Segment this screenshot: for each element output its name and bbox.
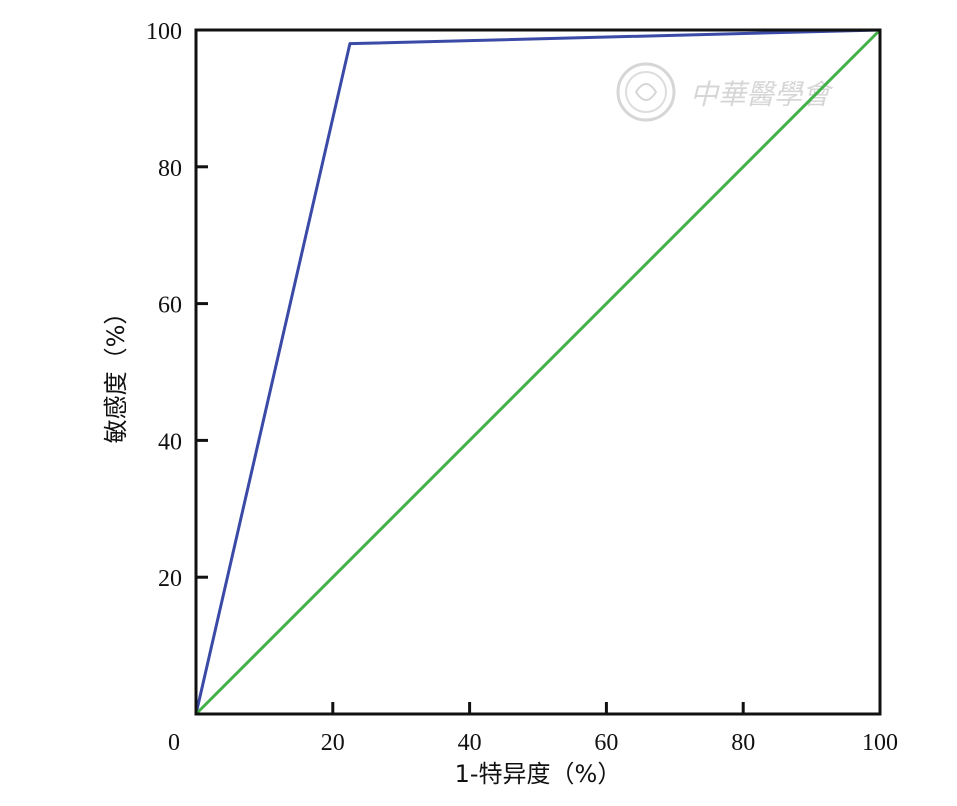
y-tick-label: 80 (158, 156, 182, 182)
tick-labels: 0 20 40 60 80 100 20 40 60 80 100 (146, 19, 898, 756)
x-tick-label: 80 (731, 730, 755, 756)
x-tick-label: 0 (168, 730, 180, 756)
y-tick-label: 40 (158, 429, 182, 455)
y-tick-label: 100 (146, 19, 182, 45)
watermark-text: 中華醫學會 (690, 78, 834, 111)
x-tick-label: 20 (321, 730, 345, 756)
y-axis-label: 敏感度（%） (102, 301, 130, 444)
watermark: 中華醫學會 (616, 62, 834, 122)
reference-line (194, 28, 882, 716)
x-tick-label: 60 (594, 730, 618, 756)
x-tick-label: 40 (458, 730, 482, 756)
y-tick-label: 60 (158, 293, 182, 319)
x-axis-label: 1-特异度（%） (455, 760, 622, 788)
series-group (194, 28, 882, 716)
plot-frame (194, 28, 882, 716)
ticks (196, 165, 745, 714)
y-tick-label: 20 (158, 566, 182, 592)
watermark-seal-icon (616, 62, 676, 122)
roc-curve-line (194, 28, 881, 715)
x-tick-label: 100 (862, 730, 898, 756)
